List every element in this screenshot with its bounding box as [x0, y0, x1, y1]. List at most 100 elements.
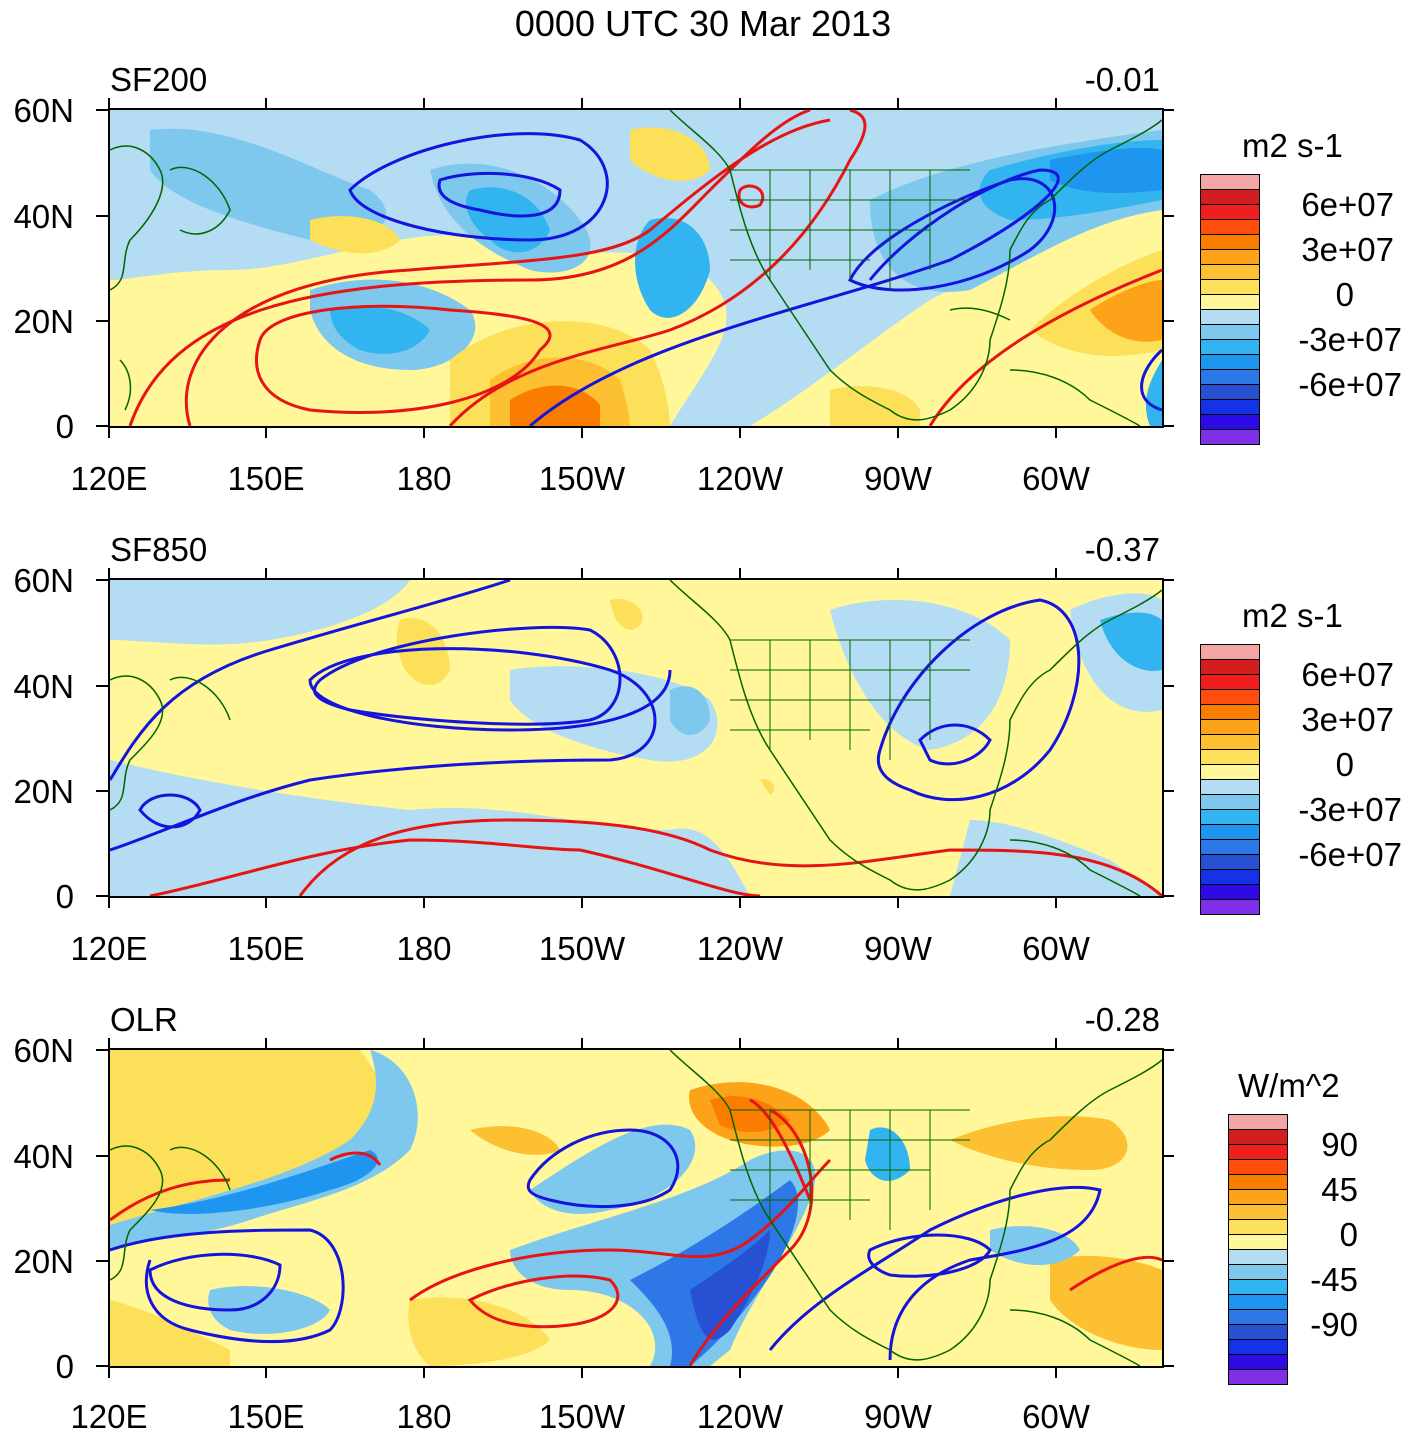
colorbar-label: 45 [1321, 1171, 1358, 1208]
colorbar-label: -6e+07 [1298, 836, 1402, 873]
panel-variable-label: SF200 [110, 61, 208, 98]
colorbar-swatch [1200, 264, 1260, 279]
colorbar-swatch [1200, 399, 1260, 414]
colorbar-swatch [1200, 689, 1260, 704]
coastline-layer [110, 580, 1162, 896]
colorbar-swatch [1200, 719, 1260, 734]
negative-region [865, 1127, 910, 1181]
x-tick-label: 120W [696, 1398, 784, 1435]
x-tick-label: 90W [864, 460, 932, 497]
positive-contour [448, 110, 867, 426]
y-tick-label: 60N [13, 562, 74, 599]
colorbar-swatch [1228, 1309, 1288, 1324]
x-tick-label: 60W [1022, 1398, 1090, 1435]
colorbar-swatch [1200, 174, 1260, 189]
panel-correlation-value: -0.28 [1084, 1001, 1160, 1038]
negative-region [150, 1150, 378, 1214]
coastline [669, 580, 1162, 891]
negative-contour [437, 171, 562, 218]
colorbar-swatch [1228, 1144, 1288, 1159]
coastline [169, 676, 231, 721]
state-grid [730, 639, 970, 760]
negative-contour [526, 1128, 680, 1209]
y-tick-label: 60N [13, 92, 74, 129]
colorbar-swatch [1200, 644, 1260, 659]
negative-region [110, 580, 410, 645]
y-tick-label: 60N [13, 1032, 74, 1069]
negative-contour [768, 1185, 1102, 1361]
negative-contour [110, 1228, 345, 1343]
negative-region [690, 1230, 770, 1340]
coastline [1009, 839, 1141, 896]
colorbar-units: W/m^2 [1238, 1067, 1340, 1104]
positive-contour [149, 838, 761, 896]
positive-region [630, 127, 710, 181]
negative-region [110, 1050, 418, 1250]
coastline [169, 166, 231, 235]
x-tick-label: 150E [227, 460, 305, 497]
colorbar-swatch [1228, 1249, 1288, 1264]
colorbar-swatch [1200, 764, 1260, 779]
x-tick-label: 90W [864, 1398, 932, 1435]
negative-region [330, 306, 430, 354]
colorbar-swatch [1228, 1354, 1288, 1369]
colorbar-swatch [1200, 279, 1260, 294]
negative-contour [529, 168, 1060, 426]
colorbar-swatch [1200, 854, 1260, 869]
colorbar-swatch [1200, 339, 1260, 354]
x-tick-label: 120W [696, 460, 784, 497]
positive-contour [110, 1178, 231, 1222]
x-tick-label: 60W [1022, 930, 1090, 967]
x-tick-label: 150W [538, 460, 626, 497]
shaded-anomaly-map [110, 1050, 1162, 1366]
colorbar-swatch [1228, 1189, 1288, 1204]
positive-region [110, 1300, 230, 1366]
positive-region [610, 599, 643, 630]
map-plot-area [108, 108, 1164, 428]
positive-region [1050, 1255, 1162, 1350]
colorbar-label: 90 [1321, 1126, 1358, 1163]
axis-ticks [96, 568, 1174, 908]
coastline [669, 1050, 1162, 1361]
colorbar-swatch [1228, 1219, 1288, 1234]
y-tick-label: 40N [13, 198, 74, 235]
colorbar-swatch [1228, 1159, 1288, 1174]
panel-olr: OLR -0.28 [0, 1001, 1406, 1434]
negative-region [1100, 612, 1162, 671]
x-tick-label: 180 [396, 1398, 452, 1435]
colorbar-swatch [1228, 1339, 1288, 1354]
shaded-anomaly-map [110, 110, 1162, 426]
colorbar-swatch [1228, 1174, 1288, 1189]
colorbar-swatch [1200, 779, 1260, 794]
negative-region [150, 128, 387, 242]
negative-contour [867, 1233, 992, 1278]
negative-contour [1140, 348, 1162, 412]
x-tick-label: 150W [538, 930, 626, 967]
y-tick-label: 20N [13, 303, 74, 340]
colorbar-swatch [1200, 824, 1260, 839]
negative-region [110, 760, 750, 896]
figure-title: 0000 UTC 30 Mar 2013 [514, 3, 892, 44]
negative-region [466, 187, 550, 253]
colorbar-swatch [1200, 884, 1260, 899]
x-tick-label: 150E [227, 1398, 305, 1435]
colorbar-label: 3e+07 [1301, 701, 1394, 738]
colorbar-swatch [1228, 1369, 1288, 1385]
coastline [949, 307, 1011, 321]
positive-region [396, 618, 450, 685]
colorbar-swatch [1200, 734, 1260, 749]
colorbar-swatch [1200, 309, 1260, 324]
negative-region [950, 820, 1162, 896]
positive-region [470, 1126, 560, 1155]
negative-region [530, 1124, 696, 1214]
y-tick-label: 40N [13, 668, 74, 705]
y-tick-label: 0 [55, 878, 74, 915]
colorbar-label: 3e+07 [1301, 231, 1394, 268]
panel-sf200: SF200 -0.01 [0, 61, 1406, 496]
colorbar-swatch [1200, 414, 1260, 429]
coastline [169, 1146, 231, 1191]
map-plot-area [108, 578, 1164, 898]
panel-variable-label: OLR [110, 1001, 178, 1038]
positive-region [110, 1050, 389, 1225]
positive-region [760, 778, 775, 795]
